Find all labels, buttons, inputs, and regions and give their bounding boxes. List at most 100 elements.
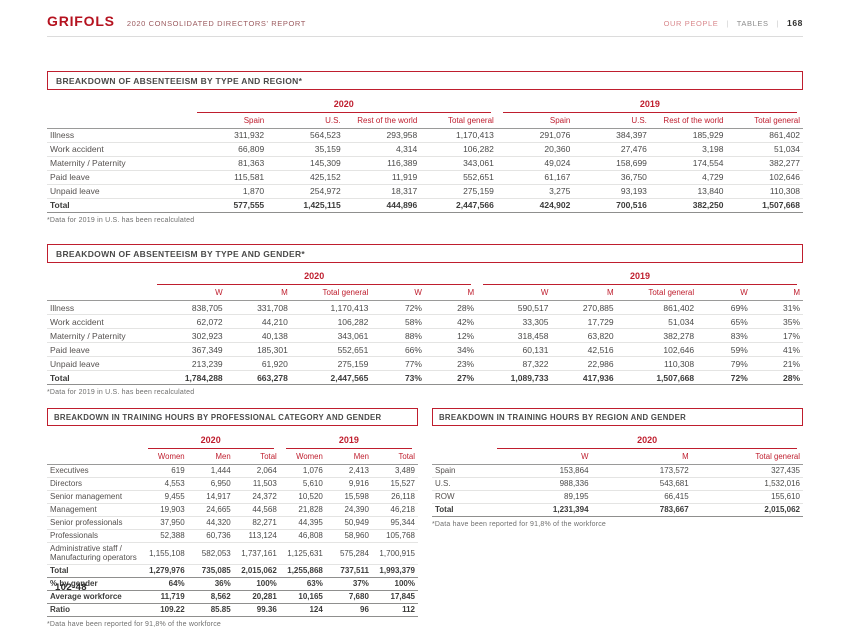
cell-value: 116,389 [343, 156, 421, 171]
cell-value: 173,572 [591, 464, 692, 478]
cell-value: 96 [325, 602, 372, 617]
cell-value: 2,064 [233, 464, 280, 478]
cell-value: 367,349 [151, 342, 226, 357]
cell-value: 99.36 [233, 602, 280, 617]
cell-value: 270,885 [551, 300, 617, 315]
cell-value: 17,729 [551, 314, 617, 329]
cell-value: 100% [371, 576, 418, 591]
cell-value: 4,729 [649, 170, 727, 185]
cell-value: 552,651 [420, 170, 497, 185]
cell-value: 185,929 [649, 128, 727, 143]
column-header: Total general [290, 285, 372, 301]
training-category-section: BREAKDOWN IN TRAINING HOURS BY PROFESSIO… [47, 408, 418, 628]
cell-value: 1,279,976 [141, 563, 188, 578]
cell-value: 552,651 [290, 342, 372, 357]
cell-value: 2,447,566 [420, 197, 497, 213]
column-header-row: Women Men Total Women Men Total [47, 448, 418, 465]
row-label: U.S. [432, 477, 492, 491]
cell-value: 23% [424, 356, 478, 371]
cell-value: 63% [279, 576, 326, 591]
column-header: W [697, 285, 751, 301]
nav-separator: | [776, 21, 780, 28]
cell-value: 582,053 [187, 542, 234, 565]
year-header: 2019 [280, 433, 418, 449]
cell-value: 83% [697, 328, 751, 343]
cell-value: 109.22 [141, 602, 188, 617]
cell-value: 66,415 [591, 490, 692, 504]
year-header-row: 2020 2019 [47, 433, 418, 449]
year-header: 2019 [477, 270, 803, 286]
year-header: 2020 [191, 97, 497, 113]
cell-value: 60,131 [477, 342, 552, 357]
cell-value: 50,949 [325, 516, 372, 530]
cell-value: 24,665 [187, 503, 234, 517]
year-header: 2020 [491, 433, 803, 449]
cell-value: 12% [424, 328, 478, 343]
cell-value: 735,085 [187, 563, 234, 578]
cell-value: 31% [750, 300, 803, 315]
cell-value: 2,015,062 [233, 563, 280, 578]
cell-value: 2,015,062 [691, 502, 803, 517]
cell-value: 737,511 [325, 563, 372, 578]
cell-value: 3,489 [371, 464, 418, 478]
column-header-row: W M Total general [432, 448, 803, 465]
cell-value: 77% [371, 356, 425, 371]
column-header-row: W M Total general W M W M Total general … [47, 285, 803, 301]
column-header: Men [325, 448, 372, 465]
column-header: U.S. [267, 112, 344, 129]
bottom-tables-row: BREAKDOWN IN TRAINING HOURS BY PROFESSIO… [47, 408, 803, 628]
cell-value: 113,124 [233, 529, 280, 543]
cell-value: 20,281 [233, 589, 280, 604]
corner-cell [432, 448, 492, 465]
cell-value: 302,923 [151, 328, 226, 343]
cell-value: 51,034 [726, 142, 803, 157]
cell-value: 424,902 [496, 197, 574, 213]
corner-cell [47, 97, 191, 113]
row-label: Total [47, 563, 142, 578]
report-title: 2020 CONSOLIDATED DIRECTORS' REPORT [126, 19, 306, 28]
cell-value: 19,903 [141, 503, 188, 517]
absenteeism-gender-table: 2020 2019 W M Total general W M W M Tota… [47, 270, 803, 385]
cell-value: 110,308 [726, 184, 803, 199]
cell-value: 619 [141, 464, 188, 478]
table-row: Paid leave 367,349 185,301 552,651 66% 34% 60,… [47, 342, 803, 357]
cell-value: 1,125,631 [279, 542, 326, 565]
table-total-row: Total 577,555 1,425,115 444,896 2,447,566 424… [47, 197, 803, 213]
cell-value: 22,986 [551, 356, 617, 371]
cell-value: 52,388 [141, 529, 188, 543]
nav-tables: TABLES [736, 19, 769, 28]
corner-cell [47, 285, 152, 301]
cell-value: 110,308 [616, 356, 698, 371]
table-row: Senior professionals 37,950 44,320 82,271 44… [47, 516, 418, 530]
training-region-table: 2020 W M Total general Spain 153,864 173,5… [432, 433, 803, 517]
cell-value: 66% [371, 342, 425, 357]
cell-value: 93,193 [573, 184, 650, 199]
cell-value: 89,195 [491, 490, 592, 504]
table-row: Maternity / Paternity 81,363 145,309 116,38… [47, 156, 803, 171]
training-category-table: 2020 2019 Women Men Total Women Men Tota… [47, 433, 418, 617]
table-footnote: *Data for 2019 in U.S. has been recalcul… [47, 216, 195, 224]
column-header: Total [233, 448, 280, 465]
column-header: W [371, 285, 425, 301]
cell-value: 4,553 [141, 477, 188, 491]
corner-cell [47, 448, 142, 465]
cell-value: 577,555 [190, 197, 268, 213]
year-header: 2020 [151, 270, 477, 286]
table-total-row: % by gender 64% 36% 100% 63% 37% 100% [47, 576, 418, 591]
cell-value: 155,610 [691, 490, 803, 504]
cell-value: 1,532,016 [691, 477, 803, 491]
year-header-row: 2020 2019 [47, 97, 803, 113]
row-label: Total [47, 197, 191, 213]
table-footnote: *Data have been reported for 91,8% of th… [432, 520, 607, 528]
cell-value: 112 [371, 602, 418, 617]
column-header: M [551, 285, 617, 301]
column-header: Total general [726, 112, 803, 129]
grifols-logo: GRIFOLS [47, 13, 115, 29]
cell-value: 343,061 [420, 156, 497, 171]
row-label: Ratio [47, 602, 142, 617]
table-footnote: *Data for 2019 in U.S. has been recalcul… [47, 389, 195, 396]
cell-value: 663,278 [225, 370, 291, 385]
cell-value: 36% [187, 576, 234, 591]
cell-value: 24,372 [233, 490, 280, 504]
cell-value: 21,828 [279, 503, 326, 517]
